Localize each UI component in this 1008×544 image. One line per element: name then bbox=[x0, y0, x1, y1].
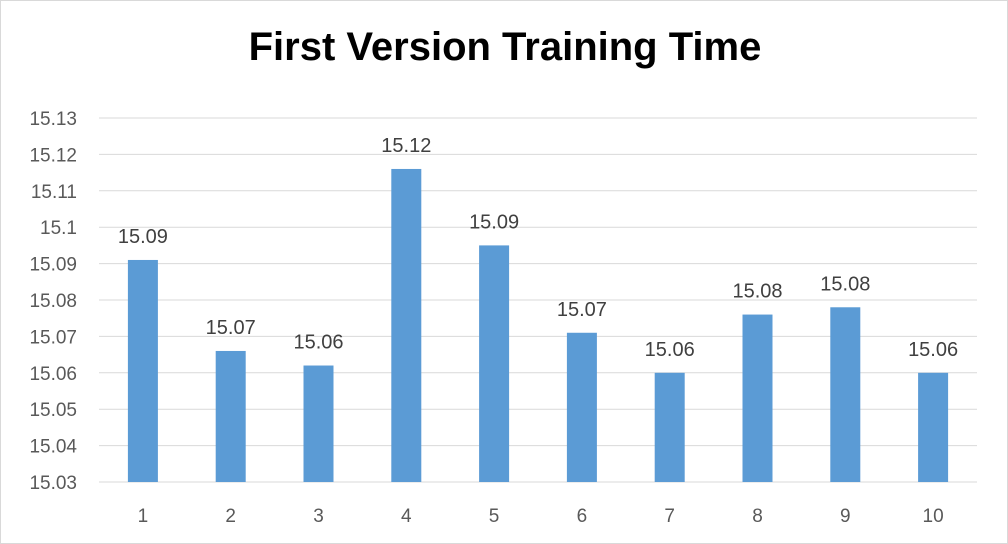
bars bbox=[127, 168, 949, 482]
x-tick-label: 3 bbox=[313, 506, 324, 527]
bar bbox=[391, 168, 422, 482]
x-tick-label: 6 bbox=[577, 506, 588, 527]
bar bbox=[566, 332, 597, 482]
x-tick-label: 7 bbox=[664, 506, 675, 527]
x-tick-label: 10 bbox=[923, 506, 944, 527]
bar bbox=[830, 307, 861, 482]
y-tick-label: 15.08 bbox=[29, 291, 77, 312]
y-tick-label: 15.03 bbox=[29, 473, 77, 494]
data-label: 15.07 bbox=[557, 299, 607, 321]
data-label: 15.06 bbox=[293, 332, 343, 354]
y-tick-label: 15.06 bbox=[29, 364, 77, 385]
y-tick-label: 15.12 bbox=[29, 145, 77, 166]
chart-title: First Version Training Time bbox=[248, 25, 762, 69]
bar bbox=[215, 350, 246, 482]
data-label: 15.06 bbox=[908, 339, 958, 361]
y-tick-label: 15.05 bbox=[29, 400, 77, 421]
y-tick-label: 15.1 bbox=[40, 218, 77, 239]
x-axis-tick-labels: 1 2 3 4 5 6 7 8 9 10 bbox=[138, 506, 944, 527]
x-tick-label: 5 bbox=[489, 506, 500, 527]
bar bbox=[742, 314, 773, 482]
x-tick-label: 2 bbox=[225, 506, 236, 527]
data-label: 15.12 bbox=[381, 135, 431, 157]
bar bbox=[918, 372, 949, 482]
y-tick-label: 15.04 bbox=[29, 437, 77, 458]
bar bbox=[303, 365, 334, 482]
data-labels: 15.09 15.07 15.06 15.12 15.09 15.07 15.06 15.08… bbox=[118, 135, 958, 361]
x-tick-label: 1 bbox=[138, 506, 149, 527]
x-tick-label: 8 bbox=[752, 506, 763, 527]
y-tick-label: 15.13 bbox=[29, 109, 77, 130]
y-tick-label: 15.09 bbox=[29, 255, 77, 276]
bar bbox=[479, 245, 510, 482]
data-label: 15.06 bbox=[645, 339, 695, 361]
x-tick-label: 9 bbox=[840, 506, 851, 527]
x-tick-label: 4 bbox=[401, 506, 412, 527]
data-label: 15.08 bbox=[732, 281, 782, 303]
data-label: 15.09 bbox=[118, 226, 168, 248]
data-label: 15.07 bbox=[206, 317, 256, 339]
bar bbox=[127, 259, 158, 482]
y-tick-label: 15.07 bbox=[29, 327, 77, 348]
data-label: 15.09 bbox=[469, 211, 519, 233]
y-axis-tick-labels: 15.0315.0415.0515.0615.0715.0815.0915.11… bbox=[29, 109, 77, 494]
y-tick-label: 15.11 bbox=[31, 182, 77, 203]
data-label: 15.08 bbox=[820, 273, 870, 295]
bar bbox=[654, 372, 685, 482]
